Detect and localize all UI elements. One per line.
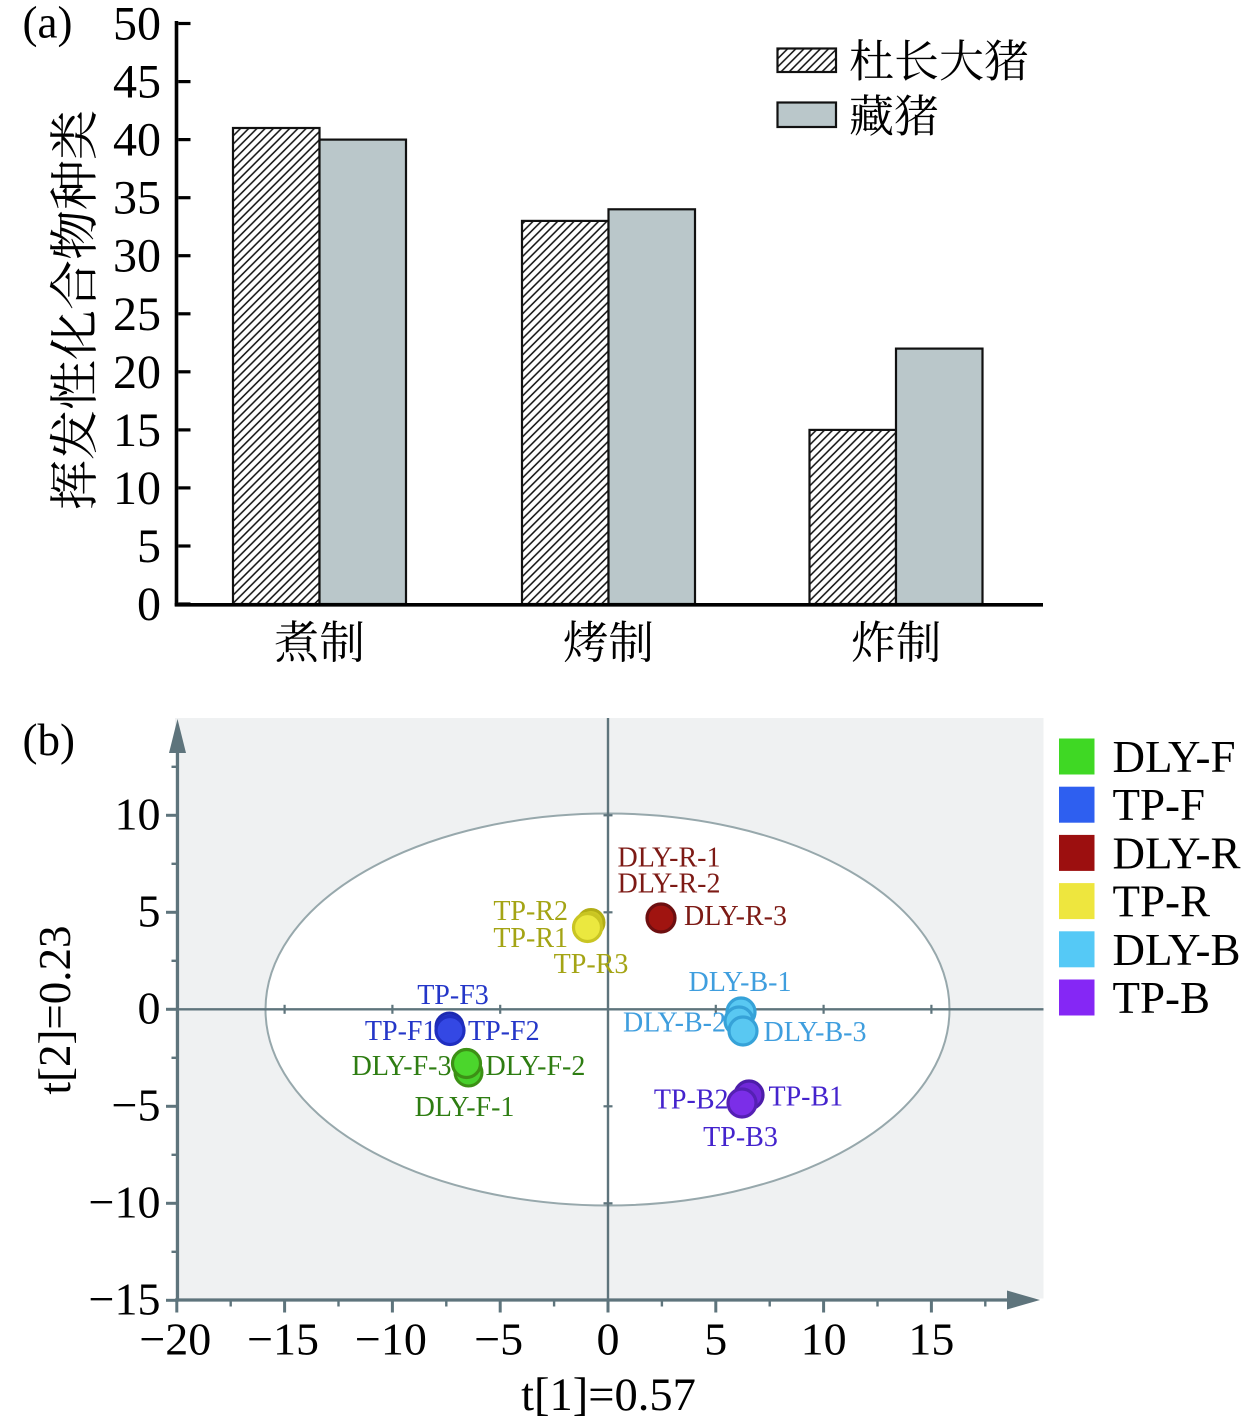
- svg-text:5: 5: [138, 885, 161, 936]
- svg-text:0: 0: [138, 982, 161, 1033]
- svg-text:5: 5: [704, 1314, 727, 1365]
- svg-text:TP-B: TP-B: [1113, 973, 1211, 1023]
- svg-text:TP-B1: TP-B1: [769, 1082, 844, 1113]
- svg-text:50: 50: [113, 0, 161, 51]
- svg-text:DLY-B-3: DLY-B-3: [764, 1017, 867, 1048]
- svg-text:−5: −5: [112, 1079, 161, 1130]
- svg-text:DLY-B-1: DLY-B-1: [689, 967, 792, 998]
- svg-text:40: 40: [113, 114, 161, 167]
- svg-text:DLY-R-2: DLY-R-2: [618, 869, 721, 900]
- svg-text:TP-F3: TP-F3: [417, 980, 489, 1011]
- svg-text:TP-F2: TP-F2: [468, 1016, 540, 1047]
- svg-text:DLY-R-3: DLY-R-3: [684, 901, 787, 932]
- svg-text:TP-B2: TP-B2: [654, 1085, 729, 1116]
- svg-text:10: 10: [801, 1314, 847, 1365]
- svg-text:−15: −15: [89, 1273, 161, 1324]
- svg-text:−15: −15: [247, 1314, 319, 1365]
- svg-text:DLY-B: DLY-B: [1113, 925, 1241, 975]
- svg-text:30: 30: [113, 230, 161, 283]
- svg-text:45: 45: [113, 56, 161, 109]
- svg-text:t[1]=0.57: t[1]=0.57: [521, 1370, 696, 1421]
- svg-text:DLY-B-2: DLY-B-2: [623, 1008, 726, 1039]
- svg-text:DLY-F-2: DLY-F-2: [486, 1051, 586, 1082]
- svg-text:15: 15: [113, 404, 161, 457]
- svg-text:−5: −5: [474, 1314, 523, 1365]
- svg-text:(a): (a): [23, 0, 73, 48]
- svg-text:t[2]=0.23: t[2]=0.23: [30, 925, 80, 1094]
- svg-text:15: 15: [908, 1314, 954, 1365]
- svg-text:TP-B3: TP-B3: [703, 1122, 778, 1153]
- svg-text:35: 35: [113, 172, 161, 225]
- svg-text:TP-R: TP-R: [1113, 877, 1211, 927]
- svg-text:TP-R3: TP-R3: [554, 949, 629, 980]
- svg-text:−10: −10: [355, 1314, 427, 1365]
- svg-text:0: 0: [597, 1314, 620, 1365]
- svg-text:5: 5: [137, 520, 161, 573]
- svg-text:TP-R2: TP-R2: [493, 896, 568, 927]
- svg-text:TP-F: TP-F: [1113, 780, 1206, 830]
- svg-text:TP-F1: TP-F1: [365, 1016, 437, 1047]
- svg-text:0: 0: [137, 578, 161, 631]
- svg-text:25: 25: [113, 288, 161, 341]
- svg-text:DLY-F: DLY-F: [1113, 732, 1236, 782]
- svg-text:(b): (b): [23, 715, 75, 765]
- svg-text:10: 10: [115, 788, 161, 839]
- svg-text:TP-R1: TP-R1: [493, 923, 568, 954]
- svg-text:DLY-R: DLY-R: [1113, 828, 1241, 878]
- svg-text:−20: −20: [139, 1314, 211, 1365]
- svg-text:DLY-F-3: DLY-F-3: [352, 1051, 452, 1082]
- svg-text:DLY-F-1: DLY-F-1: [415, 1092, 515, 1123]
- svg-text:10: 10: [113, 462, 161, 515]
- svg-text:−10: −10: [89, 1176, 161, 1227]
- svg-text:20: 20: [113, 346, 161, 399]
- svg-text:DLY-R-1: DLY-R-1: [618, 843, 721, 874]
